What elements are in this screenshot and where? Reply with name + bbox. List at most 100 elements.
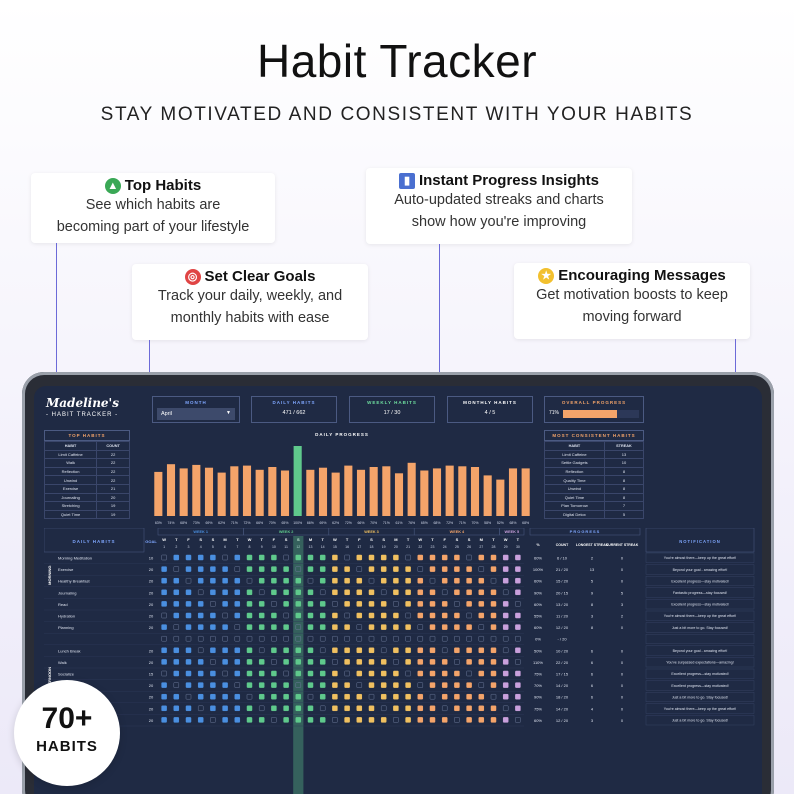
habit-checkbox xyxy=(441,670,448,677)
chart-icon: ▮ xyxy=(398,172,415,189)
progress-cell: 3 xyxy=(591,718,594,723)
habit-checkbox xyxy=(197,566,204,572)
habit-checkbox xyxy=(246,659,253,665)
habit-checkbox xyxy=(515,554,521,561)
habit-count: 22 xyxy=(96,475,130,485)
habit-checkbox xyxy=(380,624,387,630)
habit-checkbox xyxy=(368,682,375,688)
day-number: 13 xyxy=(309,545,313,549)
habit-checkbox xyxy=(210,670,216,677)
month-label: MONTH xyxy=(185,400,207,405)
chart-bar xyxy=(242,465,252,516)
chart-bar xyxy=(382,466,391,516)
habit-checkbox xyxy=(405,659,411,665)
habit-checkbox xyxy=(173,566,180,572)
weekly-habits-label: WEEKLY HABITS xyxy=(367,400,417,405)
notification-text: Beyond your goal - amazing effort! xyxy=(673,649,728,653)
day-name: T xyxy=(431,537,434,542)
chart-bar xyxy=(432,468,442,516)
habit-checkbox xyxy=(490,635,497,642)
habit-checkbox xyxy=(161,682,167,688)
habit-checkbox xyxy=(283,659,289,665)
callout-text: becoming part of your lifestyle xyxy=(56,219,250,235)
habit-checkbox xyxy=(466,577,472,584)
table-row: Plan Tomorrow 7 xyxy=(544,501,645,511)
day-number: 15 xyxy=(333,545,337,549)
habit-checkbox xyxy=(393,554,399,561)
chart-bar xyxy=(230,466,239,516)
habit-checkbox xyxy=(454,682,460,688)
habit-checkbox xyxy=(210,647,216,654)
table-row: Unwind 8 xyxy=(544,483,645,494)
habit-checkbox xyxy=(271,601,277,607)
star-icon: ★ xyxy=(538,267,555,284)
progress-cell: 55% xyxy=(534,614,542,619)
notification-cell xyxy=(645,564,755,575)
habit-checkbox xyxy=(319,659,326,665)
habit-checkbox xyxy=(380,612,387,619)
habit-name: Hydration xyxy=(58,614,75,619)
habit-checkbox xyxy=(466,624,472,630)
habit-checkbox xyxy=(441,635,448,642)
habit-checkbox xyxy=(319,624,326,630)
habit-checkbox xyxy=(173,717,180,723)
habit-grid: DAILY HABITS GOAL WEEK 1 WEEK 2 WEEK 3 WEEK 4… xyxy=(44,528,755,794)
habit-checkbox xyxy=(197,682,204,688)
habit-name: Plan Tomorrow xyxy=(544,501,605,511)
habit-checkbox xyxy=(234,659,241,665)
habit-checkbox xyxy=(502,635,509,642)
habit-checkbox xyxy=(234,589,241,596)
habit-checkbox xyxy=(490,624,497,630)
habit-checkbox xyxy=(210,577,216,584)
habit-checkbox xyxy=(344,589,350,596)
habit-checkbox xyxy=(197,624,204,630)
progress-cell: 6 xyxy=(591,648,594,653)
habit-checkbox xyxy=(490,612,497,619)
chart-bar xyxy=(470,467,480,516)
habit-checkbox xyxy=(222,566,228,572)
badge-count: 70+ xyxy=(41,702,93,735)
day-number: 5 xyxy=(212,545,214,549)
habit-checkbox xyxy=(490,670,497,677)
habit-checkbox xyxy=(185,554,192,561)
habit-checkbox xyxy=(210,717,216,723)
habit-checkbox xyxy=(283,705,289,712)
habit-checkbox xyxy=(173,577,180,584)
habit-checkbox xyxy=(234,612,241,619)
habit-checkbox xyxy=(515,670,521,677)
habit-checkbox xyxy=(344,717,350,723)
chart-bar xyxy=(407,462,416,516)
habit-checkbox xyxy=(441,624,448,630)
month-select[interactable]: April ▼ xyxy=(157,408,235,420)
day-name: S xyxy=(456,537,459,542)
habit-checkbox xyxy=(502,717,509,723)
top-habits-title: TOP HABITS xyxy=(44,430,130,441)
habit-checkbox xyxy=(466,717,472,723)
habit-checkbox xyxy=(173,612,180,619)
progress-cell: 0 xyxy=(621,660,624,665)
habit-checkbox xyxy=(246,717,253,723)
chart-data-label: 100% xyxy=(293,521,302,525)
habit-count: 22 xyxy=(96,449,130,460)
progress-label: PROGRESS xyxy=(570,529,601,534)
habit-checkbox xyxy=(161,566,167,572)
habit-checkbox xyxy=(222,601,228,607)
habit-checkbox xyxy=(356,554,363,561)
habit-checkbox xyxy=(222,717,228,723)
progress-cell: 5 xyxy=(591,579,594,584)
habit-checkbox xyxy=(185,693,192,700)
progress-cell: 75% xyxy=(534,672,542,677)
progress-cell: 0 xyxy=(621,683,624,688)
habit-checkbox xyxy=(368,624,375,630)
habit-checkbox xyxy=(515,647,521,654)
habit-checkbox xyxy=(295,682,302,688)
habit-goal: 20 xyxy=(149,695,154,700)
habit-checkbox xyxy=(161,693,167,700)
progress-cell: 0 xyxy=(621,556,624,561)
habit-name: Journaling xyxy=(43,492,98,503)
chart-bar xyxy=(293,446,302,516)
habit-goal: 20 xyxy=(149,602,154,607)
day-number: 10 xyxy=(272,545,276,549)
habit-checkbox xyxy=(197,693,204,700)
habit-count: 8 xyxy=(603,492,645,503)
